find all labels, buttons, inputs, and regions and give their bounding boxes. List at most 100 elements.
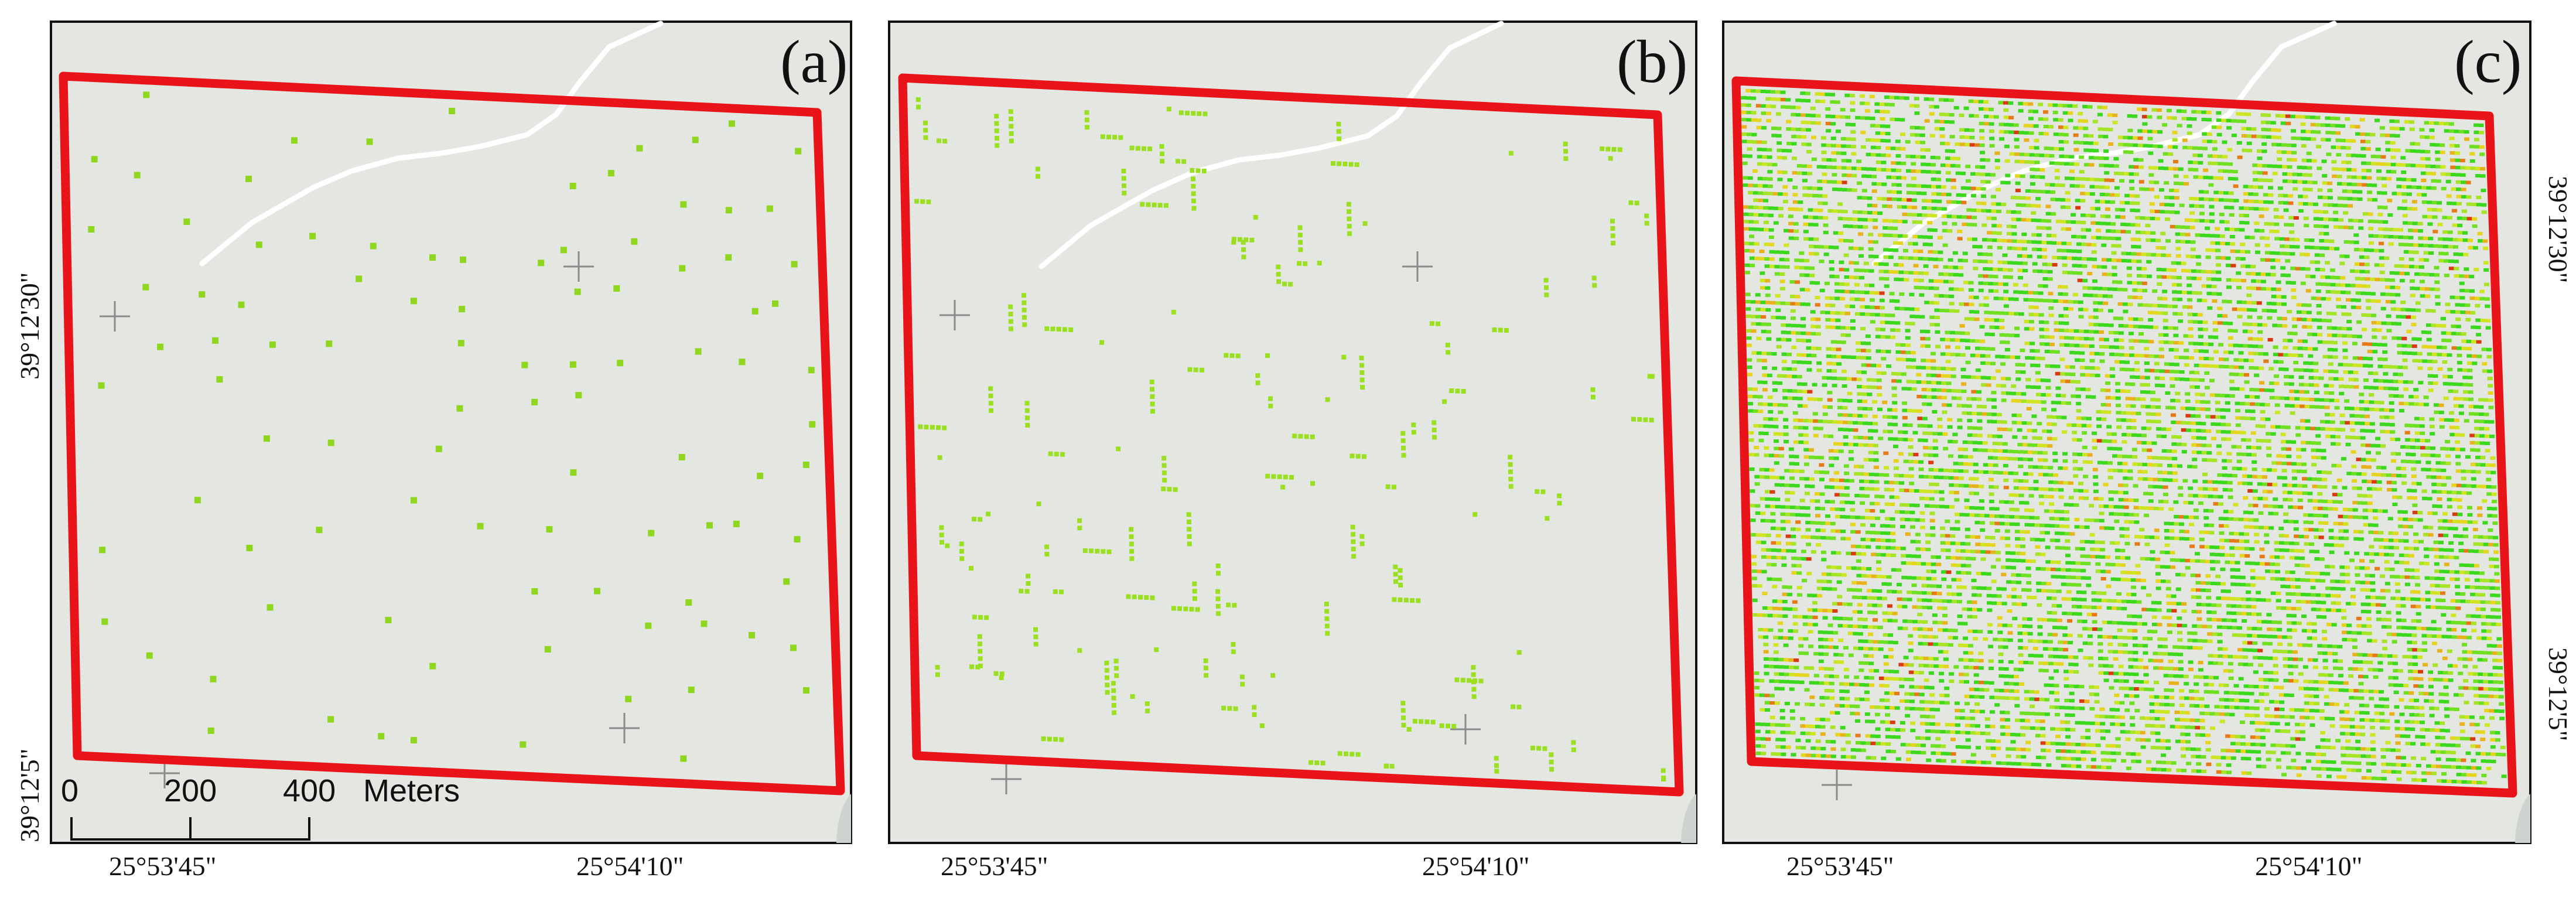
survey-point <box>2144 368 2150 373</box>
survey-point <box>2298 354 2304 357</box>
survey-point <box>1850 319 1856 323</box>
survey-point <box>2394 127 2400 131</box>
survey-point <box>2212 162 2218 165</box>
survey-point <box>1054 452 1059 457</box>
survey-point <box>2082 279 2088 283</box>
survey-point <box>1941 395 1947 400</box>
survey-point <box>2022 102 2028 106</box>
survey-point <box>1009 124 1014 129</box>
survey-point <box>2262 164 2268 168</box>
survey-point <box>2321 159 2327 163</box>
survey-point <box>2478 131 2484 135</box>
survey-point <box>2374 263 2380 267</box>
survey-point <box>2270 265 2276 269</box>
survey-point <box>2165 405 2171 409</box>
survey-point <box>2079 329 2085 333</box>
survey-point <box>1077 518 1082 523</box>
survey-point <box>2143 303 2148 307</box>
survey-point <box>1516 650 1522 655</box>
survey-point <box>2022 247 2028 251</box>
survey-point <box>2064 343 2070 347</box>
survey-point <box>1926 213 1932 217</box>
survey-point <box>207 727 214 734</box>
survey-point <box>2032 436 2038 440</box>
survey-point <box>1741 110 1747 114</box>
survey-point <box>2226 437 2232 441</box>
survey-point <box>1828 434 1834 438</box>
survey-point <box>1898 278 1904 282</box>
survey-point <box>2146 441 2152 445</box>
survey-point <box>2163 340 2169 344</box>
survey-point <box>2292 172 2298 176</box>
survey-point <box>2259 214 2264 218</box>
survey-point <box>1956 215 1962 219</box>
survey-point <box>356 275 363 282</box>
survey-point <box>2478 412 2484 416</box>
survey-point <box>1861 370 1867 374</box>
survey-point <box>2153 303 2158 308</box>
survey-point <box>2144 347 2150 351</box>
survey-point <box>2168 152 2174 156</box>
survey-point <box>1889 95 1895 100</box>
survey-point <box>2088 141 2094 145</box>
survey-point <box>2246 127 2252 131</box>
survey-point <box>733 520 740 527</box>
survey-point <box>1756 336 1762 340</box>
survey-point <box>1965 339 1970 343</box>
survey-point <box>1782 374 1788 378</box>
survey-point <box>1812 383 1817 387</box>
survey-point <box>2054 161 2060 165</box>
survey-point <box>1839 282 1845 286</box>
survey-point <box>1906 169 1911 173</box>
survey-point <box>2069 176 2075 180</box>
survey-point <box>1917 409 1922 413</box>
survey-point <box>2055 394 2061 398</box>
survey-point <box>2121 440 2127 444</box>
survey-point <box>538 260 545 267</box>
survey-point <box>2105 207 2110 211</box>
survey-point <box>1815 317 1821 322</box>
survey-point <box>1445 343 1450 347</box>
survey-point <box>2320 123 2326 127</box>
survey-point <box>1757 184 1763 188</box>
survey-point <box>1864 305 1870 309</box>
survey-point <box>1926 402 1932 407</box>
survey-point <box>923 135 928 140</box>
survey-point <box>1298 247 1303 252</box>
survey-point <box>2092 293 2098 298</box>
survey-point <box>2127 274 2133 278</box>
survey-point <box>2106 229 2112 233</box>
survey-point <box>1530 745 1535 750</box>
survey-point <box>2021 203 2026 207</box>
survey-point <box>2267 179 2273 183</box>
survey-point <box>803 687 809 694</box>
survey-point <box>1252 712 1257 717</box>
survey-point <box>2445 309 2451 313</box>
survey-point <box>1951 389 1957 393</box>
survey-point <box>2191 110 2197 114</box>
survey-point <box>2336 153 2342 157</box>
survey-point <box>2240 402 2246 406</box>
survey-point <box>2244 235 2250 240</box>
survey-point <box>2253 344 2259 349</box>
survey-point <box>2263 178 2268 182</box>
survey-point <box>2285 440 2291 444</box>
survey-point <box>1940 367 1946 371</box>
survey-point <box>1920 141 1926 145</box>
survey-point <box>2305 441 2311 445</box>
survey-point <box>1880 131 1886 135</box>
survey-point <box>2318 231 2324 235</box>
survey-point <box>2086 257 2092 261</box>
panel-b-survey-points <box>914 97 1666 781</box>
survey-point <box>1794 258 1800 262</box>
survey-point <box>2305 419 2311 423</box>
survey-point <box>2085 192 2090 196</box>
survey-point <box>2354 407 2360 411</box>
survey-point <box>1536 746 1542 751</box>
survey-point <box>2470 166 2476 170</box>
survey-point <box>2082 264 2088 268</box>
survey-point <box>1934 127 1940 131</box>
survey-point <box>2383 220 2389 224</box>
survey-point <box>2092 257 2097 261</box>
survey-point <box>1391 484 1396 490</box>
